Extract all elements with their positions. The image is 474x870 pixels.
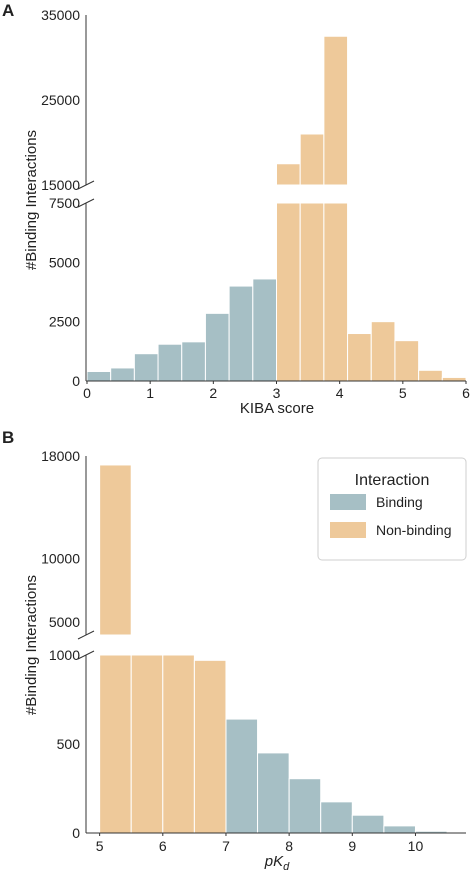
legend-swatch-binding: [330, 494, 366, 510]
y-tick-label: 10000: [41, 550, 80, 566]
x-tick-label: 9: [348, 838, 356, 854]
panel-a-label: A: [2, 1, 14, 20]
bar-binding-2: [133, 353, 159, 382]
bar-non-binding-3: [347, 333, 372, 382]
y-tick-label: 7500: [49, 195, 80, 211]
bar-binding-5: [383, 825, 416, 834]
bar-binding-4: [181, 341, 206, 382]
bar-binding-1: [257, 752, 290, 834]
panel-b-plot: 0 500 1000 5000 10000 18000 5 6 7 8 9 10: [41, 448, 466, 854]
y-tick-label: 5000: [49, 254, 80, 270]
bar-binding-3: [320, 801, 353, 834]
y-tick-label: 1000: [49, 647, 80, 663]
bar-binding-2: [288, 778, 322, 834]
x-tick-label: 6: [462, 385, 470, 401]
bar-upper-non-binding-0: [99, 464, 132, 636]
bar-binding-0: [225, 718, 259, 834]
bar-upper-non-binding-0: [276, 163, 301, 186]
bar-non-binding-1: [299, 202, 325, 382]
y-tick-label: 2500: [49, 314, 80, 330]
panel-b-xlabel-main: pK: [264, 853, 284, 870]
legend-title: Interaction: [355, 472, 430, 489]
y-tick-label: 500: [57, 736, 81, 752]
bar-upper-non-binding-2: [323, 35, 349, 186]
bar-binding-4: [351, 814, 385, 834]
panel-a-ylabel: #Binding Interactions: [23, 130, 40, 270]
axis-break-mark-upper: [77, 630, 95, 640]
y-tick-label: 15000: [41, 177, 80, 193]
bar-non-binding-3: [193, 659, 227, 834]
bar-binding-1: [110, 367, 135, 382]
bar-non-binding-6: [418, 369, 443, 382]
y-tick-label: 35000: [41, 7, 80, 23]
bar-binding-6: [228, 285, 254, 382]
x-tick-label: 8: [285, 838, 293, 854]
panel-b-label: B: [2, 428, 14, 447]
y-tick-label: 18000: [41, 448, 80, 464]
legend: Interaction Binding Non-binding: [317, 457, 467, 561]
bar-binding-7: [252, 278, 277, 382]
panel-b-xlabel: pKd: [264, 853, 290, 870]
x-tick-label: 6: [159, 838, 167, 854]
bar-binding-5: [204, 312, 230, 382]
bar-non-binding-0: [276, 202, 301, 382]
y-tick-label: 25000: [41, 92, 80, 108]
panel-b-ylabel: #Binding Interactions: [23, 575, 40, 715]
x-tick-label: 4: [336, 385, 344, 401]
legend-label-nonbinding: Non-binding: [376, 522, 452, 538]
x-tick-label: 1: [146, 385, 154, 401]
bar-non-binding-2: [162, 654, 195, 834]
axis-break-mark-lower: [77, 198, 95, 208]
x-tick-label: 5: [96, 838, 104, 854]
panel-a-plot: 0 2500 5000 7500 15000 25000 35000 0 1 2 3 4 5 6: [41, 7, 470, 401]
panel-b-xlabel-sub: d: [283, 861, 290, 870]
bar-non-binding-4: [370, 321, 396, 382]
axis-break-mark-upper: [77, 180, 95, 190]
y-tick-label: 0: [72, 825, 80, 841]
bar-upper-non-binding-1: [299, 133, 325, 186]
y-tick-label: 0: [72, 373, 80, 389]
legend-label-binding: Binding: [376, 494, 423, 510]
x-tick-label: 3: [273, 385, 281, 401]
x-tick-label: 5: [399, 385, 407, 401]
x-tick-label: 0: [83, 385, 91, 401]
bar-non-binding-1: [130, 654, 164, 834]
bar-non-binding-0: [99, 654, 132, 834]
axis-break-mark-lower: [77, 650, 95, 660]
y-tick-label: 5000: [49, 614, 80, 630]
bar-binding-3: [157, 343, 183, 382]
legend-swatch-nonbinding: [330, 522, 366, 538]
x-tick-label: 2: [209, 385, 217, 401]
bar-non-binding-5: [394, 340, 420, 382]
x-tick-label: 10: [408, 838, 424, 854]
bar-non-binding-7: [441, 376, 467, 382]
bar-binding-0: [86, 371, 112, 382]
panel-a-xlabel: KIBA score: [240, 400, 314, 417]
x-tick-label: 7: [222, 838, 230, 854]
bar-non-binding-2: [323, 202, 349, 382]
